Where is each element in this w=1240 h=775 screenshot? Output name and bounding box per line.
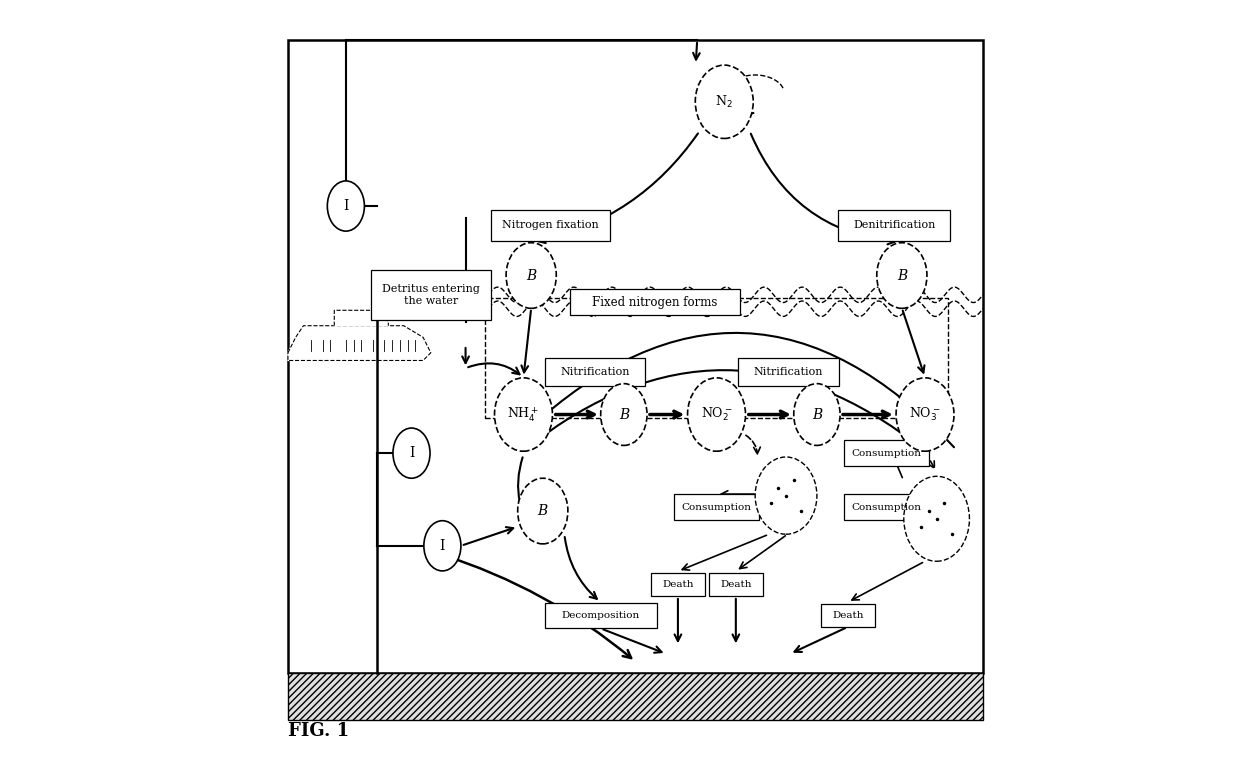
Bar [491, 210, 610, 241]
Ellipse shape [506, 243, 557, 308]
Ellipse shape [904, 477, 970, 561]
Text: I: I [409, 446, 414, 460]
Ellipse shape [877, 243, 928, 308]
Bar [544, 603, 657, 628]
Text: Denitrification: Denitrification [853, 220, 935, 230]
Bar [675, 494, 759, 520]
Text: I: I [343, 199, 348, 213]
Ellipse shape [393, 428, 430, 478]
Bar [821, 604, 875, 627]
Bar [651, 573, 706, 596]
Bar [371, 270, 491, 320]
Text: Death: Death [720, 580, 751, 589]
Text: B: B [526, 268, 537, 283]
Ellipse shape [424, 521, 461, 571]
Bar [709, 573, 763, 596]
Text: Detritus entering
the water: Detritus entering the water [382, 284, 480, 305]
Ellipse shape [696, 65, 753, 139]
Bar [838, 210, 950, 241]
Bar [288, 40, 983, 673]
Text: Consumption: Consumption [682, 503, 751, 512]
Ellipse shape [794, 384, 839, 446]
Text: NO$_3^-$: NO$_3^-$ [909, 406, 941, 423]
Text: B: B [897, 268, 906, 283]
Text: NH$_4^+$: NH$_4^+$ [507, 405, 539, 424]
Text: Nitrogen fixation: Nitrogen fixation [502, 220, 599, 230]
Text: FIG. 1: FIG. 1 [288, 722, 350, 740]
Text: Decomposition: Decomposition [562, 611, 640, 620]
Ellipse shape [327, 181, 365, 231]
Text: Consumption: Consumption [852, 503, 921, 512]
Text: NO$_2^-$: NO$_2^-$ [701, 406, 733, 423]
Ellipse shape [755, 457, 817, 534]
Text: B: B [812, 408, 822, 422]
Text: B: B [538, 504, 548, 518]
Bar [844, 440, 929, 466]
Bar [485, 298, 949, 418]
Polygon shape [335, 310, 388, 326]
Bar [738, 358, 838, 386]
Ellipse shape [495, 378, 553, 451]
Text: Death: Death [832, 611, 863, 620]
Ellipse shape [897, 378, 954, 451]
Text: N$_2$: N$_2$ [715, 94, 733, 110]
Bar [288, 673, 983, 719]
Ellipse shape [517, 478, 568, 544]
Text: Nitrification: Nitrification [754, 367, 823, 377]
Ellipse shape [600, 384, 647, 446]
Polygon shape [288, 326, 430, 360]
Text: Nitrification: Nitrification [560, 367, 630, 377]
Text: B: B [619, 408, 629, 422]
Ellipse shape [687, 378, 745, 451]
Text: Consumption: Consumption [852, 449, 921, 458]
Text: Death: Death [662, 580, 693, 589]
Bar [546, 358, 646, 386]
Text: Fixed nitrogen forms: Fixed nitrogen forms [591, 296, 718, 308]
Text: I: I [440, 539, 445, 553]
Bar [844, 494, 929, 520]
Bar [570, 289, 740, 315]
